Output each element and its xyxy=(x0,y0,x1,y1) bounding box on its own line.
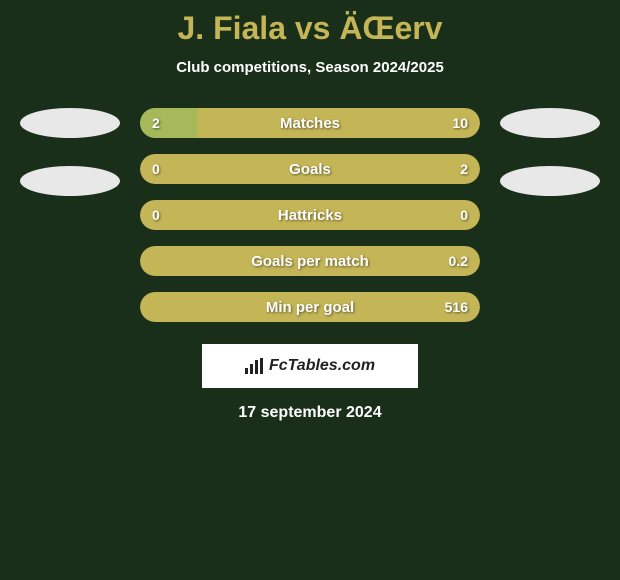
brand-text: FcTables.com xyxy=(269,357,375,375)
left-avatar-column xyxy=(20,108,120,196)
stat-right-value: 2 xyxy=(460,154,468,184)
stat-row: 0Hattricks0 xyxy=(140,200,480,230)
bar-chart-icon xyxy=(245,358,263,374)
stat-bars: 2Matches100Goals20Hattricks0Goals per ma… xyxy=(140,108,480,322)
avatar-placeholder xyxy=(20,108,120,138)
avatar-placeholder xyxy=(500,166,600,196)
stat-row: Goals per match0.2 xyxy=(140,246,480,276)
compare-area: 2Matches100Goals20Hattricks0Goals per ma… xyxy=(0,108,620,322)
stat-right-value: 10 xyxy=(452,108,468,138)
stat-row: Min per goal516 xyxy=(140,292,480,322)
avatar-placeholder xyxy=(20,166,120,196)
stat-row: 0Goals2 xyxy=(140,154,480,184)
stat-label: Goals xyxy=(140,154,480,184)
page-title: J. Fiala vs ÄŒerv xyxy=(177,10,442,47)
comparison-card: J. Fiala vs ÄŒerv Club competitions, Sea… xyxy=(0,0,620,422)
stat-label: Min per goal xyxy=(140,292,480,322)
stat-right-value: 0 xyxy=(460,200,468,230)
brand-badge[interactable]: FcTables.com xyxy=(202,344,418,388)
stat-label: Goals per match xyxy=(140,246,480,276)
right-avatar-column xyxy=(500,108,600,196)
stat-label: Matches xyxy=(140,108,480,138)
update-date: 17 september 2024 xyxy=(238,404,381,422)
stat-right-value: 0.2 xyxy=(449,246,468,276)
avatar-placeholder xyxy=(500,108,600,138)
stat-label: Hattricks xyxy=(140,200,480,230)
stat-right-value: 516 xyxy=(445,292,468,322)
page-subtitle: Club competitions, Season 2024/2025 xyxy=(176,59,444,76)
stat-row: 2Matches10 xyxy=(140,108,480,138)
